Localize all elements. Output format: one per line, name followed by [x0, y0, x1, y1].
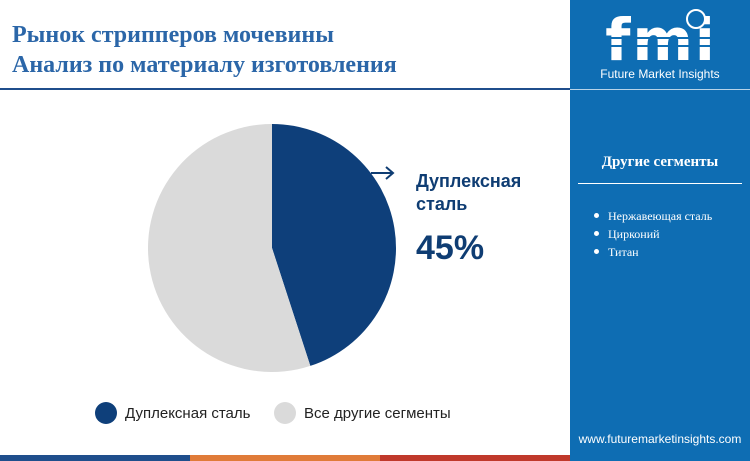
- segment-item: Титан: [592, 244, 742, 260]
- fmi-logo: fmi: [602, 8, 720, 68]
- pie-slice-other-segments: [147, 124, 311, 372]
- pie-slice-duplex-steel: [272, 124, 396, 366]
- bullet-icon: [594, 213, 599, 218]
- logo-caption: Future Market Insights: [600, 67, 720, 81]
- segment-label: Титан: [608, 245, 639, 259]
- segments-divider: [578, 183, 742, 184]
- segment-label: Нержавеющая сталь: [608, 209, 713, 223]
- bullet-icon: [594, 249, 599, 254]
- callout-arrow-icon: [371, 166, 395, 180]
- title-line-2: Анализ по материалу изготовления: [12, 52, 397, 78]
- title-divider: [0, 88, 570, 90]
- website-link[interactable]: www.futuremarketinsights.com: [578, 432, 742, 446]
- sidebar: fmi Future Market Insights Другие сегмен…: [570, 0, 750, 461]
- callout-value: 45%: [416, 229, 485, 267]
- legend-label-duplex: Дуплексная сталь: [125, 404, 251, 422]
- legend-item-duplex: Дуплексная сталь: [95, 402, 250, 424]
- callout-label: Дуплексная сталь: [416, 171, 522, 214]
- legend-swatch-others: [274, 402, 296, 424]
- segment-item: Нержавеющая сталь: [592, 208, 742, 224]
- legend-item-others: Все другие сегменты: [274, 402, 451, 424]
- title-line-1: Рынок стрипперов мочевины: [12, 22, 334, 48]
- legend-label-others: Все другие сегменты: [304, 404, 451, 422]
- segments-list: Нержавеющая сталь Цирконий Титан: [592, 208, 742, 262]
- pie-chart: [147, 124, 396, 372]
- sidebar-divider: [570, 89, 750, 90]
- bullet-icon: [594, 231, 599, 236]
- segment-item: Цирконий: [592, 226, 742, 242]
- bottom-color-strip: [0, 455, 570, 461]
- segment-label: Цирконий: [608, 227, 660, 241]
- legend-swatch-duplex: [95, 402, 117, 424]
- segments-heading: Другие сегменты: [601, 154, 719, 170]
- strip-segment-2: [190, 455, 380, 461]
- strip-segment-3: [380, 455, 570, 461]
- strip-segment-1: [0, 455, 190, 461]
- chart-title: Рынок стрипперов мочевины Анализ по мате…: [12, 20, 552, 80]
